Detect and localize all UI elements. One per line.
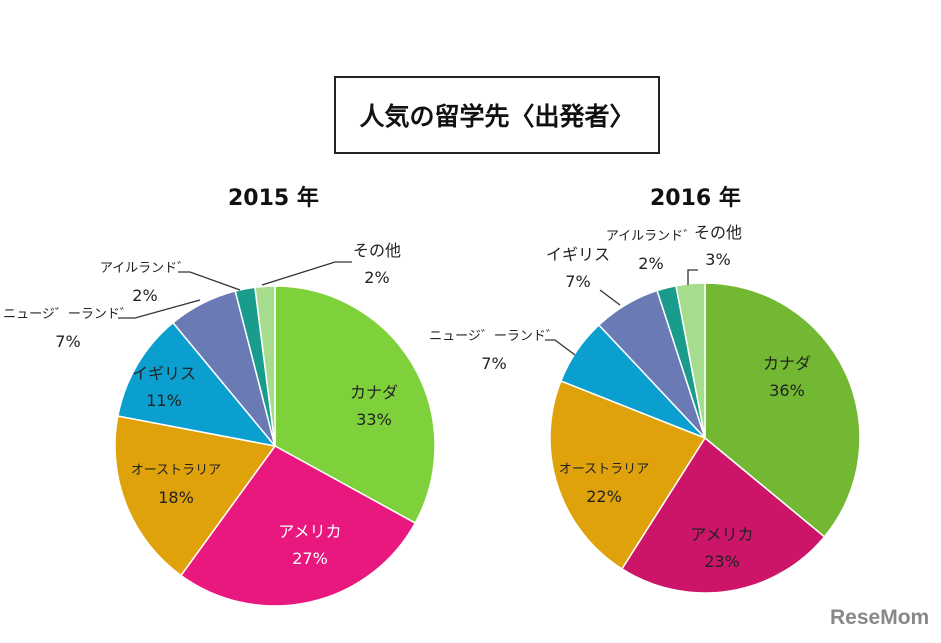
- leader-line-2016-other: [687, 269, 698, 285]
- label-2015-uk: イギリス 11%: [131, 364, 197, 410]
- pie-slice-オーストラリア: [114, 415, 277, 577]
- leader-lines: [118, 261, 698, 356]
- leader-line-2016-nz: [545, 339, 576, 356]
- label-2015-ireland: アイルランド゛ 2%: [99, 261, 191, 305]
- label-2016-america: アメリカ 23%: [690, 525, 754, 571]
- label-2016-canada: カナダ 36%: [762, 354, 812, 400]
- pie-slice-アメリカ: [179, 445, 417, 607]
- pie-2015-title: 2015 年: [228, 186, 319, 211]
- label-2015-other: その他 2%: [352, 241, 402, 287]
- pie-2015: [114, 285, 436, 607]
- leader-line-2015-other: [261, 261, 352, 286]
- leader-line-2016-uk: [599, 289, 621, 306]
- pie-slice-カナダ: [704, 282, 861, 538]
- pie-slice-オーストラリア: [549, 379, 707, 570]
- leader-line-2015-ireland: [178, 271, 241, 291]
- label-2015-australia: オーストラリア 18%: [130, 463, 222, 507]
- pie-slice-その他: [675, 282, 706, 439]
- label-2016-australia: オーストラリア 22%: [558, 462, 650, 506]
- pie-slice-アメリカ: [620, 436, 826, 594]
- label-2015-nz: ニュージ゛ーランド゛ 7%: [3, 307, 133, 351]
- label-2016-other: その他 3%: [693, 223, 743, 269]
- label-2015-canada: カナダ 33%: [349, 383, 399, 429]
- leader-line-2015-nz: [118, 299, 201, 319]
- pie-2016-title: 2016 年: [650, 186, 741, 211]
- label-2016-nz: ニュージ゛ーランド゛ 7%: [429, 329, 559, 373]
- label-2016-ireland: アイルランド゛ 2%: [605, 229, 697, 273]
- label-2015-america: アメリカ 27%: [278, 522, 342, 568]
- pie-slice-その他: [254, 285, 276, 447]
- pie-slice-カナダ: [274, 285, 436, 525]
- resemom-watermark-logo: ReseMom: [830, 606, 930, 629]
- label-2016-uk: イギリス 7%: [545, 245, 611, 291]
- pie-2016: [549, 282, 861, 594]
- pie-slice-イギリス: [116, 321, 277, 448]
- chart-title: 人気の留学先〈出発者〉: [334, 76, 660, 154]
